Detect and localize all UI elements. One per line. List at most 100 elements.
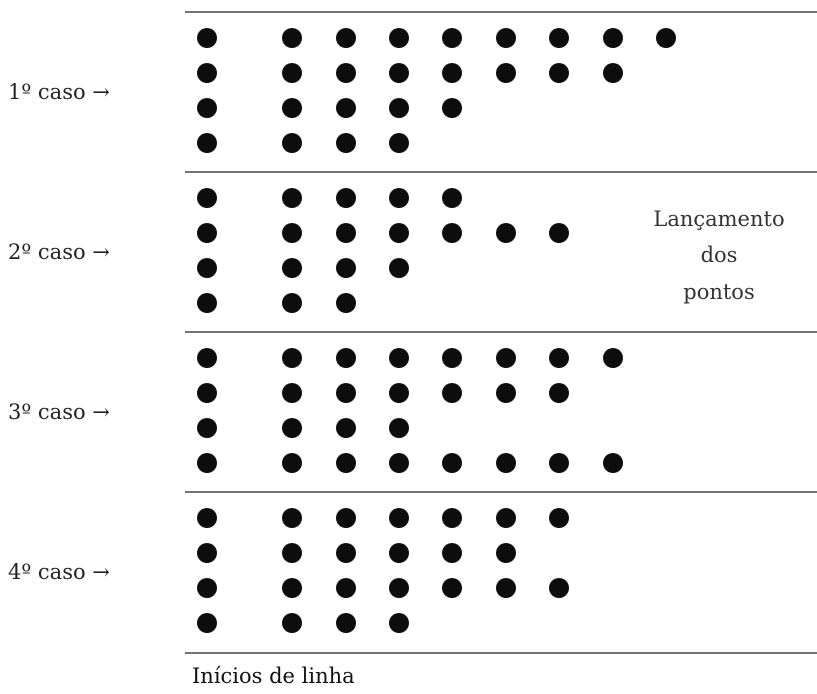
dot	[336, 188, 356, 208]
dot	[442, 98, 462, 118]
dot	[282, 418, 302, 438]
dot	[549, 453, 569, 473]
dot	[282, 258, 302, 278]
dot	[496, 543, 516, 563]
dot	[389, 578, 409, 598]
dot	[389, 188, 409, 208]
dot	[442, 28, 462, 48]
dot	[197, 348, 217, 368]
dot	[197, 258, 217, 278]
side-note-line-1: Lançamento	[653, 207, 784, 231]
dot	[389, 613, 409, 633]
dot	[389, 98, 409, 118]
dot	[336, 418, 356, 438]
dot	[336, 223, 356, 243]
dot	[336, 293, 356, 313]
dot	[336, 453, 356, 473]
dot	[197, 63, 217, 83]
dot	[282, 63, 302, 83]
dot	[496, 63, 516, 83]
dot	[282, 348, 302, 368]
dot	[496, 578, 516, 598]
dot	[603, 348, 623, 368]
dot	[442, 578, 462, 598]
side-note-line-3: pontos	[683, 280, 754, 304]
case-label: 3º caso →	[8, 400, 110, 424]
dot	[442, 508, 462, 528]
dot	[336, 63, 356, 83]
dot	[603, 453, 623, 473]
dot	[442, 348, 462, 368]
dot	[389, 133, 409, 153]
dot	[197, 223, 217, 243]
dot	[496, 383, 516, 403]
dot	[282, 613, 302, 633]
dot	[389, 63, 409, 83]
dot	[197, 188, 217, 208]
case-label: 4º caso →	[8, 560, 110, 584]
dot	[282, 28, 302, 48]
dot	[442, 63, 462, 83]
dot	[282, 188, 302, 208]
dot	[197, 508, 217, 528]
dot	[389, 28, 409, 48]
dot	[336, 98, 356, 118]
dot	[549, 508, 569, 528]
dot	[389, 348, 409, 368]
dot	[549, 28, 569, 48]
case-labels: 1º caso → 2º caso → 3º caso → 4º caso →	[8, 80, 110, 584]
dot	[442, 223, 462, 243]
dot	[197, 28, 217, 48]
dot	[656, 28, 676, 48]
dot	[442, 543, 462, 563]
dot	[603, 28, 623, 48]
dot	[496, 348, 516, 368]
dot	[389, 418, 409, 438]
dot	[282, 543, 302, 563]
dot	[389, 223, 409, 243]
dot	[282, 223, 302, 243]
dot	[336, 133, 356, 153]
dot	[389, 453, 409, 473]
dot	[336, 578, 356, 598]
side-note-line-2: dos	[701, 243, 738, 267]
dot	[496, 508, 516, 528]
dot	[389, 383, 409, 403]
dot	[197, 418, 217, 438]
dot	[442, 383, 462, 403]
dot	[442, 188, 462, 208]
dot	[336, 543, 356, 563]
dot	[549, 578, 569, 598]
dot	[197, 578, 217, 598]
dot	[282, 133, 302, 153]
dot	[197, 293, 217, 313]
dot	[336, 508, 356, 528]
dot	[336, 258, 356, 278]
dot	[389, 258, 409, 278]
dot	[496, 28, 516, 48]
dot	[603, 63, 623, 83]
dot	[389, 543, 409, 563]
case-label: 1º caso →	[8, 80, 110, 104]
dot	[282, 578, 302, 598]
dot	[197, 453, 217, 473]
footer-label: Inícios de linha	[192, 664, 355, 688]
dot	[442, 453, 462, 473]
dot	[549, 63, 569, 83]
dot	[197, 543, 217, 563]
dot	[282, 508, 302, 528]
dot	[496, 223, 516, 243]
dot	[197, 98, 217, 118]
dot	[496, 453, 516, 473]
dot	[549, 383, 569, 403]
dot	[282, 98, 302, 118]
dot-rows	[197, 28, 676, 633]
dot	[549, 348, 569, 368]
dot	[282, 453, 302, 473]
case-label: 2º caso →	[8, 240, 110, 264]
dot	[389, 508, 409, 528]
dot	[197, 383, 217, 403]
dot	[197, 613, 217, 633]
dot	[282, 383, 302, 403]
